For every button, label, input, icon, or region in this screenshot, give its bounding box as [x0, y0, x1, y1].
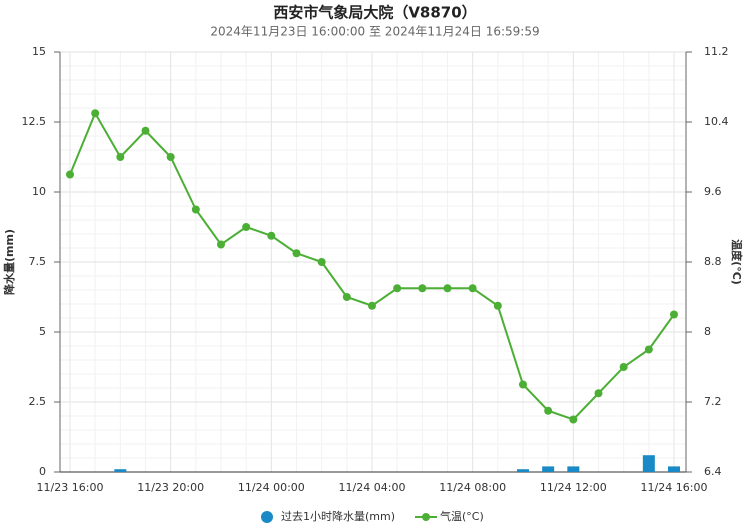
line-point — [141, 126, 150, 135]
y-tick-label: 12.5 — [22, 115, 47, 128]
line-point — [242, 223, 251, 231]
legend-marker[interactable] — [422, 513, 431, 521]
line-point — [166, 153, 175, 161]
x-tick-label: 11/24 08:00 — [439, 481, 506, 494]
line-point — [217, 240, 225, 249]
line-point — [91, 109, 100, 118]
y2-axis-label: 温度(°C) — [730, 239, 744, 285]
line-point — [393, 284, 402, 293]
y-tick-label: 2.5 — [29, 395, 47, 408]
x-tick-label: 11/23 20:00 — [137, 481, 204, 494]
bar — [542, 466, 555, 472]
y2-tick-label: 6.4 — [704, 465, 722, 478]
line-point — [519, 380, 527, 389]
line-point — [418, 284, 427, 293]
y-axis-label: 降水量(mm) — [2, 229, 16, 295]
line-point — [619, 363, 628, 371]
bar — [114, 469, 127, 472]
bar — [567, 466, 580, 472]
bar — [517, 469, 529, 472]
bar — [668, 466, 680, 472]
legend-label[interactable]: 气温(°C) — [440, 509, 484, 523]
line-point — [191, 205, 200, 214]
y-tick-label: 7.5 — [29, 255, 47, 268]
line-point — [594, 389, 603, 398]
line-point — [342, 293, 351, 301]
line-point — [443, 284, 452, 293]
y-tick-label: 10 — [32, 185, 46, 198]
y2-tick-label: 7.2 — [704, 395, 722, 408]
y2-tick-label: 11.2 — [704, 45, 729, 58]
line-point — [569, 415, 578, 424]
line-point — [317, 258, 326, 266]
line-point — [292, 249, 301, 258]
y2-tick-label: 8.8 — [704, 255, 722, 268]
x-tick-label: 11/24 00:00 — [238, 481, 305, 494]
x-tick-label: 11/23 16:00 — [37, 481, 104, 494]
bar — [642, 455, 655, 472]
x-tick-label: 11/24 16:00 — [641, 481, 708, 494]
legend-label[interactable]: 过去1小时降水量(mm) — [281, 509, 395, 523]
y2-tick-label: 9.6 — [704, 185, 722, 198]
x-tick-label: 11/24 12:00 — [540, 481, 607, 494]
chart-subtitle: 2024年11月23日 16:00:00 至 2024年11月24日 16:59… — [210, 25, 539, 39]
legend-marker[interactable] — [261, 511, 273, 523]
x-tick-label: 11/24 04:00 — [339, 481, 406, 494]
y-tick-label: 5 — [39, 325, 46, 338]
line-point — [544, 406, 553, 415]
line-point — [493, 301, 502, 310]
line-point — [66, 170, 74, 179]
line-point — [116, 153, 125, 161]
line-point — [267, 231, 276, 240]
y-tick-label: 0 — [39, 465, 46, 478]
line-point — [644, 345, 653, 354]
line-point — [670, 310, 678, 319]
y-tick-label: 15 — [32, 45, 46, 58]
y2-tick-label: 10.4 — [704, 115, 729, 128]
line-point — [368, 301, 376, 310]
line-point — [468, 284, 477, 293]
y2-tick-label: 8 — [704, 325, 711, 338]
chart-title: 西安市气象局大院（V8870） — [273, 4, 476, 22]
